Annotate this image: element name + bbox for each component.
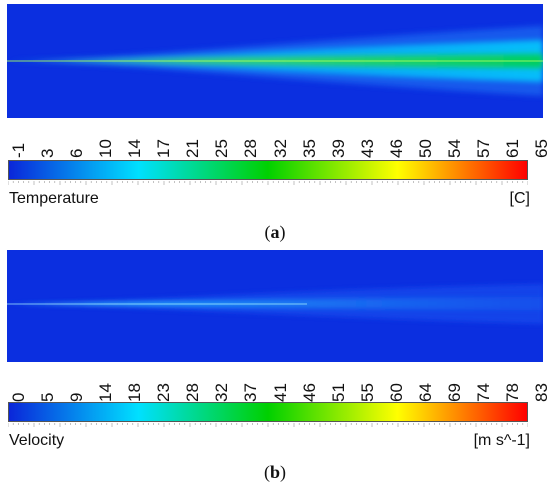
temperature-tick-label: 32	[270, 139, 290, 158]
temperature-tick-label: 54	[444, 139, 464, 158]
temperature-tick-label: -1	[9, 142, 28, 158]
velocity-tick-label: 32	[212, 383, 232, 402]
caption-b-letter: b	[269, 462, 280, 482]
velocity-tick-label: 41	[270, 383, 290, 402]
velocity-tick-label: 0	[9, 392, 28, 402]
temperature-tick-label: 50	[415, 139, 435, 158]
temperature-tick-label: 35	[299, 139, 319, 158]
temperature-tick-label: 28	[241, 139, 261, 158]
velocity-tick-label: 28	[183, 383, 203, 402]
velocity-tick-label: 55	[357, 383, 377, 402]
velocity-colorbar-ruler	[8, 423, 528, 427]
temperature-unit-label: [C]	[509, 190, 530, 207]
velocity-tick-label: 83	[532, 383, 550, 402]
temperature-quantity-label: Temperature	[9, 190, 99, 207]
caption-a-letter: a	[270, 222, 280, 242]
temperature-colorbar-ruler	[8, 181, 528, 185]
temperature-tick-label: 61	[502, 139, 522, 158]
velocity-tick-label: 18	[125, 383, 145, 402]
velocity-contour-field	[7, 250, 543, 362]
velocity-tick-label: 46	[299, 383, 319, 402]
temperature-tick-label: 21	[183, 139, 203, 158]
temperature-tick-label: 57	[473, 139, 493, 158]
velocity-tick-label: 69	[444, 383, 464, 402]
velocity-colorbar	[8, 402, 528, 422]
temperature-tick-label: 65	[532, 139, 550, 158]
temperature-tick-label: 3	[38, 148, 58, 158]
temperature-tick-label: 25	[212, 139, 232, 158]
velocity-tick-label: 74	[473, 383, 493, 402]
temperature-tick-label: 14	[125, 139, 145, 158]
temperature-colorbar	[8, 160, 528, 180]
temperature-tick-label: 43	[357, 139, 377, 158]
temperature-tick-label: 39	[328, 139, 348, 158]
velocity-tick-label: 64	[415, 383, 435, 402]
velocity-tick-label: 23	[154, 383, 174, 402]
temperature-tick-label: 6	[67, 148, 87, 158]
caption-b: (b)	[263, 462, 286, 482]
temperature-tick-labels: -1 3 6 10 14 17 21 25 28 32 35 39 43 46 50 54 57 61 65	[7, 124, 550, 160]
velocity-quantity-label: Velocity	[9, 432, 65, 449]
temperature-contour-field	[7, 4, 543, 118]
velocity-tick-label: 9	[67, 392, 87, 402]
velocity-tick-label: 60	[386, 383, 406, 402]
velocity-unit-label: [m s^-1]	[473, 432, 530, 449]
temperature-tick-label: 10	[96, 139, 116, 158]
velocity-tick-labels: 0 5 9 14 18 23 28 32 37 41 46 51 55 60 64 69 74 78 83	[7, 368, 550, 402]
temperature-tick-label: 17	[154, 139, 174, 158]
velocity-tick-label: 51	[328, 383, 348, 402]
velocity-tick-label: 37	[241, 383, 261, 402]
caption-a: (a)	[264, 222, 286, 242]
velocity-tick-label: 14	[96, 383, 116, 402]
velocity-tick-label: 5	[38, 392, 58, 402]
velocity-tick-label: 78	[502, 383, 522, 402]
temperature-tick-label: 46	[386, 139, 406, 158]
